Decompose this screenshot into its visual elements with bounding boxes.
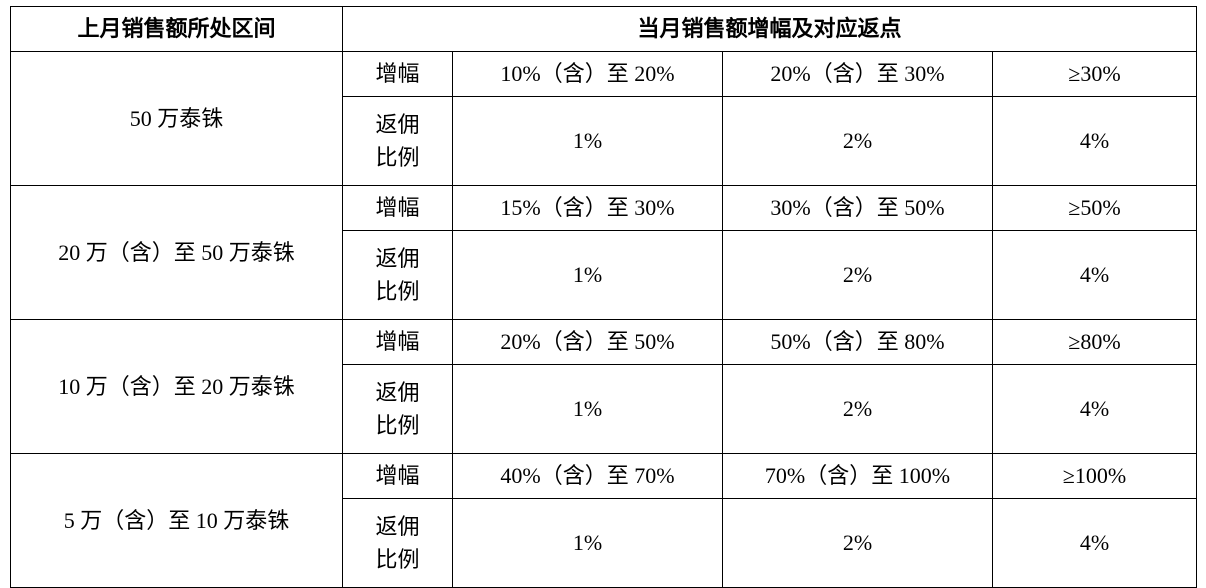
rebate-label-line2: 比例	[343, 409, 452, 442]
table-head: 上月销售额所处区间 当月销售额增幅及对应返点	[11, 7, 1197, 52]
increase-label: 增幅	[343, 52, 453, 97]
increase-value: 30%（含）至 50%	[723, 186, 993, 231]
rebate-value: 4%	[993, 97, 1197, 186]
increase-value: 20%（含）至 50%	[453, 320, 723, 365]
rebate-label-line1: 返佣	[343, 108, 452, 141]
table-row: 5 万（含）至 10 万泰铢 增幅 40%（含）至 70% 70%（含）至 10…	[11, 454, 1197, 499]
increase-value: ≥100%	[993, 454, 1197, 499]
rebate-value: 4%	[993, 499, 1197, 588]
rebate-value: 1%	[453, 97, 723, 186]
increase-value: 40%（含）至 70%	[453, 454, 723, 499]
range-cell: 20 万（含）至 50 万泰铢	[11, 186, 343, 320]
rebate-label-line1: 返佣	[343, 376, 452, 409]
range-cell: 5 万（含）至 10 万泰铢	[11, 454, 343, 588]
table-row: 20 万（含）至 50 万泰铢 增幅 15%（含）至 30% 30%（含）至 5…	[11, 186, 1197, 231]
range-cell: 10 万（含）至 20 万泰铢	[11, 320, 343, 454]
page-root: 上月销售额所处区间 当月销售额增幅及对应返点 50 万泰铢 增幅 10%（含）至…	[0, 0, 1206, 577]
rebate-label-line1: 返佣	[343, 510, 452, 543]
rebate-label-line2: 比例	[343, 141, 452, 174]
rebate-label-line1: 返佣	[343, 242, 452, 275]
increase-value: 20%（含）至 30%	[723, 52, 993, 97]
increase-value: 50%（含）至 80%	[723, 320, 993, 365]
increase-label: 增幅	[343, 454, 453, 499]
increase-value: ≥30%	[993, 52, 1197, 97]
increase-value: 15%（含）至 30%	[453, 186, 723, 231]
rebate-value: 1%	[453, 499, 723, 588]
rebate-label-line2: 比例	[343, 275, 452, 308]
rebate-label: 返佣 比例	[343, 97, 453, 186]
table-row: 50 万泰铢 增幅 10%（含）至 20% 20%（含）至 30% ≥30%	[11, 52, 1197, 97]
rebate-label-line2: 比例	[343, 543, 452, 576]
rebate-label: 返佣 比例	[343, 499, 453, 588]
header-col-rules: 当月销售额增幅及对应返点	[343, 7, 1197, 52]
rebate-label: 返佣 比例	[343, 231, 453, 320]
rebate-label: 返佣 比例	[343, 365, 453, 454]
increase-value: ≥50%	[993, 186, 1197, 231]
table-header-row: 上月销售额所处区间 当月销售额增幅及对应返点	[11, 7, 1197, 52]
rebate-value: 4%	[993, 231, 1197, 320]
rebate-value: 2%	[723, 365, 993, 454]
rebate-value: 1%	[453, 365, 723, 454]
table-body: 50 万泰铢 增幅 10%（含）至 20% 20%（含）至 30% ≥30% 返…	[11, 52, 1197, 588]
rebate-value: 1%	[453, 231, 723, 320]
rebate-value: 2%	[723, 97, 993, 186]
rebate-value: 2%	[723, 231, 993, 320]
increase-label: 增幅	[343, 186, 453, 231]
increase-value: 10%（含）至 20%	[453, 52, 723, 97]
rebate-value: 4%	[993, 365, 1197, 454]
range-cell: 50 万泰铢	[11, 52, 343, 186]
increase-value: ≥80%	[993, 320, 1197, 365]
header-col-range: 上月销售额所处区间	[11, 7, 343, 52]
increase-label: 增幅	[343, 320, 453, 365]
rebate-value: 2%	[723, 499, 993, 588]
table-row: 10 万（含）至 20 万泰铢 增幅 20%（含）至 50% 50%（含）至 8…	[11, 320, 1197, 365]
commission-table: 上月销售额所处区间 当月销售额增幅及对应返点 50 万泰铢 增幅 10%（含）至…	[10, 6, 1197, 588]
increase-value: 70%（含）至 100%	[723, 454, 993, 499]
